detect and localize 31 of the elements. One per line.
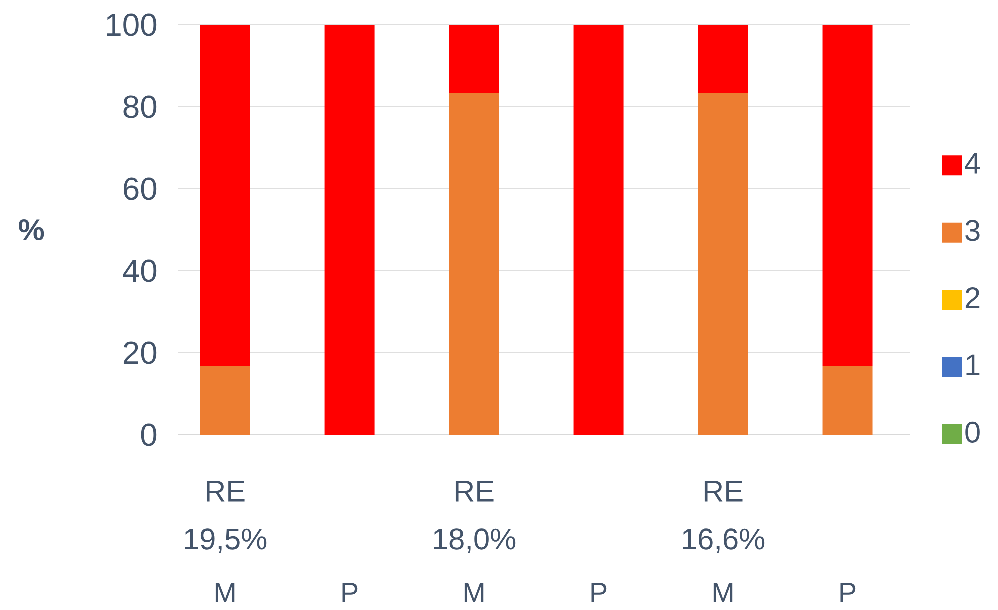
bar [822, 24, 873, 367]
x-tick-label: P [840, 583, 856, 602]
x-tick-label: P [342, 583, 358, 602]
x-tick-label: M [464, 583, 484, 602]
bar [574, 24, 624, 436]
bar [200, 24, 250, 367]
y-tick-label: 80 [124, 96, 157, 118]
legend-label: 1 [966, 354, 980, 376]
y-tick-label: 40 [123, 260, 157, 282]
bar [698, 93, 748, 436]
bar [449, 93, 500, 436]
bar [200, 366, 250, 436]
y-axis-title: % [19, 219, 44, 241]
y-tick-label: 100 [107, 14, 157, 36]
text: RE 16,6% [683, 481, 765, 554]
x-tick-label: P [592, 583, 607, 602]
legend-label: 4 [965, 153, 980, 174]
legend-label: 2 [966, 287, 980, 308]
text: RE 18,0% [434, 481, 516, 554]
bar [822, 366, 873, 436]
y-tick-label: 0 [141, 424, 157, 446]
text: RE 19,5% [185, 481, 267, 554]
y-tick-label: 20 [124, 342, 157, 364]
bar [698, 24, 748, 94]
x-tick-label: M [216, 583, 235, 602]
x-tick-label: M [714, 583, 733, 602]
bar [324, 24, 375, 436]
legend-label: 3 [966, 220, 980, 242]
bar [449, 24, 500, 94]
y-tick-label: 60 [124, 178, 157, 200]
legend-label: 0 [966, 422, 980, 444]
